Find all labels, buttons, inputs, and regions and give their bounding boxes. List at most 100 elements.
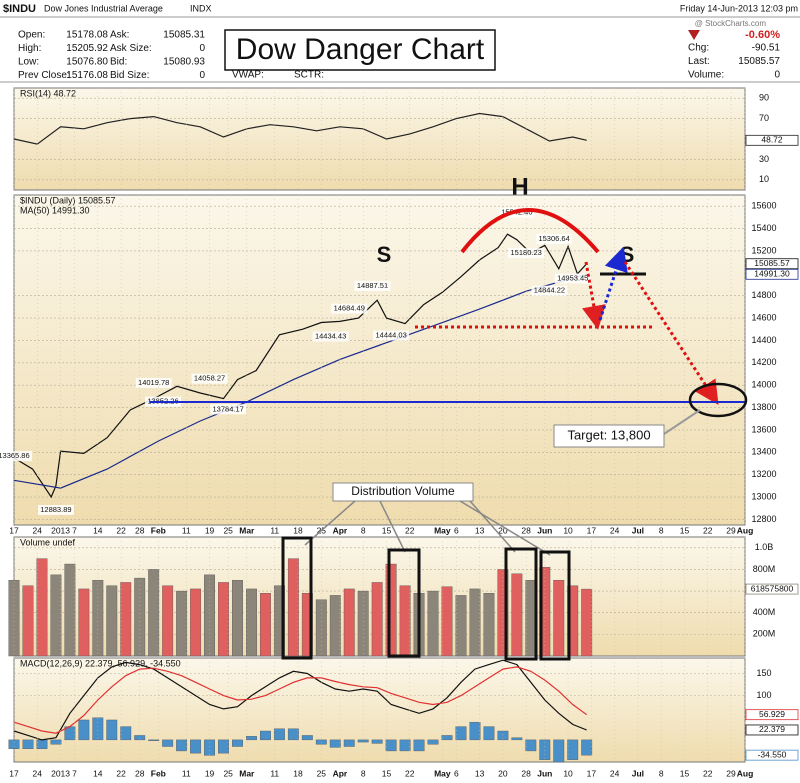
bar	[539, 739, 551, 760]
x-tick-label: 7	[72, 525, 77, 535]
x-tick-label: 2013	[51, 768, 70, 778]
bar	[218, 739, 229, 754]
price-label: 12883.89	[40, 505, 71, 514]
price-label: 14058.27	[194, 374, 225, 383]
y-tick-label: 90	[759, 93, 769, 103]
price-label-bg	[37, 505, 74, 516]
bar	[511, 737, 523, 741]
bar	[343, 588, 355, 657]
price-label: 15180.23	[511, 248, 542, 257]
x-tick-label: Mar	[239, 768, 255, 778]
y-tick-label: 14000	[751, 380, 776, 390]
price-label: 14887.51	[357, 281, 388, 290]
bar	[567, 739, 579, 760]
x-tick-label: May	[434, 525, 451, 535]
x-tick-label: 14	[93, 525, 103, 535]
quote-value: 15085.57	[738, 56, 780, 67]
quote-label: High:	[18, 43, 41, 54]
y-tick-label: 10	[759, 174, 769, 184]
quote-value: 0	[774, 70, 780, 81]
x-tick-label: 8	[361, 768, 366, 778]
x-tick-label: 17	[9, 768, 19, 778]
x-tick-label: 15	[382, 768, 392, 778]
bar	[329, 595, 341, 657]
price-label-bg	[331, 303, 368, 314]
bar	[259, 730, 271, 741]
bar	[441, 586, 453, 657]
bar	[441, 735, 453, 741]
y-tick-label: 70	[759, 113, 769, 123]
x-tick-label: 28	[135, 768, 145, 778]
x-tick-label: 20	[498, 768, 508, 778]
exchange: INDX	[190, 3, 212, 13]
x-tick-label: 28	[135, 525, 145, 535]
extra: SCTR:	[294, 70, 324, 81]
bar	[553, 739, 565, 763]
bar	[399, 585, 411, 657]
bar	[273, 585, 285, 657]
x-tick-label: Feb	[151, 768, 166, 778]
annotations: H S S Target: 13,800 Distribution Volume	[150, 173, 748, 661]
bar	[273, 728, 285, 741]
x-tick-label: 7	[72, 768, 77, 778]
quote-label: Last:	[688, 56, 710, 67]
x-tick-label: 22	[116, 768, 126, 778]
quote-value: 0	[199, 43, 205, 54]
price-label-bg	[373, 330, 410, 341]
price-label-bg	[0, 451, 32, 462]
bar	[455, 595, 467, 657]
bar	[78, 588, 90, 657]
x-tick-label: 8	[361, 525, 366, 535]
bar	[246, 736, 257, 741]
x-tick-label: 6	[454, 525, 459, 535]
head-arc	[460, 208, 600, 254]
price-label-bg	[191, 373, 228, 384]
y-tick-label: 800M	[753, 564, 776, 574]
last-value-box	[745, 258, 799, 270]
x-tick-label: 22	[116, 525, 126, 535]
distribution-label: Distribution Volume	[351, 484, 455, 498]
connector	[663, 409, 701, 435]
bar	[120, 726, 132, 741]
x-tick-label: 11	[270, 768, 279, 778]
quote-label: Bid Size:	[110, 70, 149, 81]
bar	[357, 739, 369, 743]
bar	[92, 580, 104, 657]
bar	[483, 593, 495, 657]
bar	[301, 735, 313, 741]
bar	[259, 593, 271, 657]
series-line	[13, 659, 587, 741]
quote-value: 0	[199, 70, 205, 81]
x-tick-label: 15	[680, 768, 690, 778]
x-tick-label: Aug	[737, 768, 754, 778]
bar	[497, 730, 509, 741]
quote-label: Bid:	[110, 57, 127, 68]
panel-bg	[13, 87, 746, 191]
bar	[190, 739, 202, 754]
last-value-label: 22.379	[759, 724, 785, 734]
x-tick-label: 11	[182, 768, 191, 778]
x-tick-label: 8	[659, 768, 664, 778]
bar	[120, 582, 132, 657]
y-tick-label: 15400	[751, 223, 776, 233]
bar	[329, 739, 341, 748]
last-value-label: -34.550	[758, 749, 787, 759]
x-tick-label: 24	[610, 768, 620, 778]
price-label: 14444.03	[375, 330, 406, 339]
y-tick-label: 30	[759, 154, 769, 164]
bar	[50, 574, 62, 657]
x-tick-label: 22	[405, 525, 415, 535]
price-label-bg	[554, 273, 591, 284]
y-tick-label: 14400	[751, 335, 776, 345]
down-arrow	[688, 30, 700, 40]
y-tick-label: 14200	[751, 357, 776, 367]
bar	[232, 739, 243, 747]
y-tick-label: 15200	[751, 245, 776, 255]
bar	[8, 580, 20, 657]
y-tick-label: 13200	[751, 469, 776, 479]
bar	[427, 590, 439, 657]
chart-title: Dow Danger Chart	[236, 33, 485, 66]
x-tick-label: Aug	[737, 525, 754, 535]
price-label: 14019.78	[138, 378, 169, 387]
